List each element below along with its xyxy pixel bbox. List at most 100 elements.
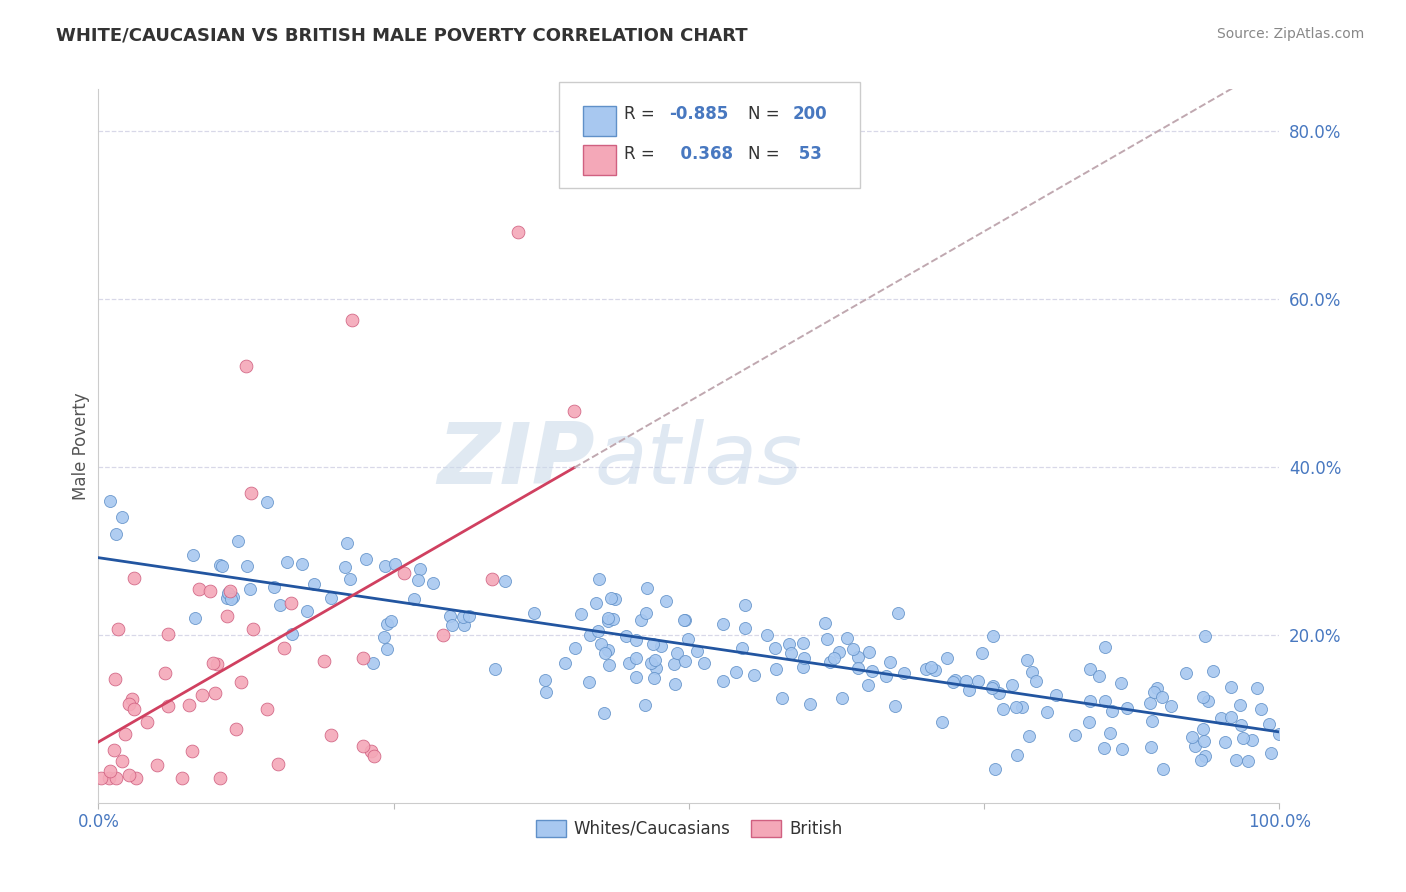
Point bbox=[1258, 716, 1281, 731]
Point bbox=[453, 618, 475, 632]
Point bbox=[534, 684, 557, 698]
Point bbox=[211, 559, 233, 574]
Point bbox=[1219, 680, 1241, 694]
Point bbox=[598, 614, 620, 628]
Point bbox=[827, 645, 849, 659]
Point bbox=[1140, 740, 1163, 755]
Point bbox=[263, 580, 285, 594]
Point bbox=[1174, 665, 1197, 680]
Point bbox=[1191, 690, 1213, 705]
Point bbox=[235, 359, 257, 374]
Point bbox=[356, 551, 378, 566]
Point bbox=[731, 641, 754, 656]
Point bbox=[1078, 662, 1101, 676]
Text: R =: R = bbox=[624, 105, 659, 123]
Point bbox=[484, 662, 506, 676]
Point bbox=[240, 486, 263, 500]
Point bbox=[585, 597, 607, 611]
Point bbox=[209, 771, 232, 785]
Point bbox=[1116, 701, 1139, 715]
Point bbox=[1211, 711, 1233, 725]
Point bbox=[458, 608, 481, 623]
Point bbox=[1202, 664, 1225, 678]
Point bbox=[1250, 702, 1272, 716]
Point bbox=[217, 586, 239, 600]
Point bbox=[856, 678, 879, 692]
Point bbox=[673, 654, 696, 668]
Point bbox=[319, 591, 342, 605]
Point bbox=[564, 640, 586, 655]
Text: 0.368: 0.368 bbox=[669, 145, 733, 162]
Point bbox=[105, 527, 128, 541]
Point bbox=[931, 715, 953, 730]
Point bbox=[451, 610, 474, 624]
Point bbox=[1001, 678, 1024, 692]
Point bbox=[770, 690, 793, 705]
Point bbox=[172, 771, 194, 785]
Point bbox=[157, 699, 180, 714]
Point bbox=[984, 762, 1007, 776]
Point bbox=[818, 655, 841, 669]
Point bbox=[641, 636, 664, 650]
Point bbox=[1219, 710, 1241, 724]
Point bbox=[792, 636, 814, 650]
Point bbox=[655, 594, 678, 608]
Text: -0.885: -0.885 bbox=[669, 105, 728, 123]
Point bbox=[312, 654, 335, 668]
Point bbox=[225, 723, 247, 737]
Point bbox=[1213, 735, 1236, 749]
Y-axis label: Male Poverty: Male Poverty bbox=[72, 392, 90, 500]
Point bbox=[422, 575, 444, 590]
Point bbox=[815, 632, 838, 646]
Point bbox=[614, 629, 637, 643]
Point bbox=[1194, 733, 1216, 747]
Point bbox=[792, 660, 814, 674]
Point bbox=[242, 622, 264, 636]
Point bbox=[146, 758, 169, 772]
Point bbox=[122, 571, 145, 585]
Point bbox=[155, 666, 177, 681]
Point bbox=[1225, 753, 1247, 767]
Point bbox=[280, 596, 302, 610]
Point bbox=[569, 607, 592, 622]
Point bbox=[217, 608, 239, 623]
Point bbox=[402, 591, 425, 606]
Point bbox=[887, 607, 910, 621]
Point bbox=[591, 637, 613, 651]
Point bbox=[924, 663, 946, 677]
Point bbox=[523, 606, 546, 620]
Point bbox=[219, 592, 242, 607]
Text: WHITE/CAUCASIAN VS BRITISH MALE POVERTY CORRELATION CHART: WHITE/CAUCASIAN VS BRITISH MALE POVERTY … bbox=[56, 27, 748, 45]
Point bbox=[97, 771, 120, 785]
Point bbox=[1064, 728, 1087, 742]
Point bbox=[336, 536, 359, 550]
Point bbox=[533, 673, 555, 687]
Text: Source: ZipAtlas.com: Source: ZipAtlas.com bbox=[1216, 27, 1364, 41]
Point bbox=[650, 639, 672, 653]
Point bbox=[554, 657, 576, 671]
Point bbox=[1109, 676, 1132, 690]
Point bbox=[1246, 681, 1268, 696]
Point bbox=[98, 764, 121, 779]
Point bbox=[981, 629, 1004, 643]
Point bbox=[111, 754, 134, 768]
Point bbox=[562, 404, 585, 418]
Point bbox=[1092, 740, 1115, 755]
Point bbox=[662, 657, 685, 672]
Point bbox=[269, 599, 291, 613]
Point bbox=[180, 744, 202, 758]
Point bbox=[342, 313, 364, 327]
Point bbox=[235, 558, 257, 573]
Point bbox=[875, 669, 897, 683]
Point bbox=[1111, 742, 1133, 756]
Point bbox=[114, 726, 136, 740]
Point bbox=[360, 743, 382, 757]
Point bbox=[121, 692, 143, 706]
Point bbox=[1140, 714, 1163, 728]
Point bbox=[634, 606, 657, 620]
Point bbox=[506, 225, 529, 239]
Point bbox=[598, 611, 620, 625]
Point bbox=[1189, 753, 1212, 767]
Point bbox=[586, 624, 609, 639]
Point bbox=[1139, 697, 1161, 711]
